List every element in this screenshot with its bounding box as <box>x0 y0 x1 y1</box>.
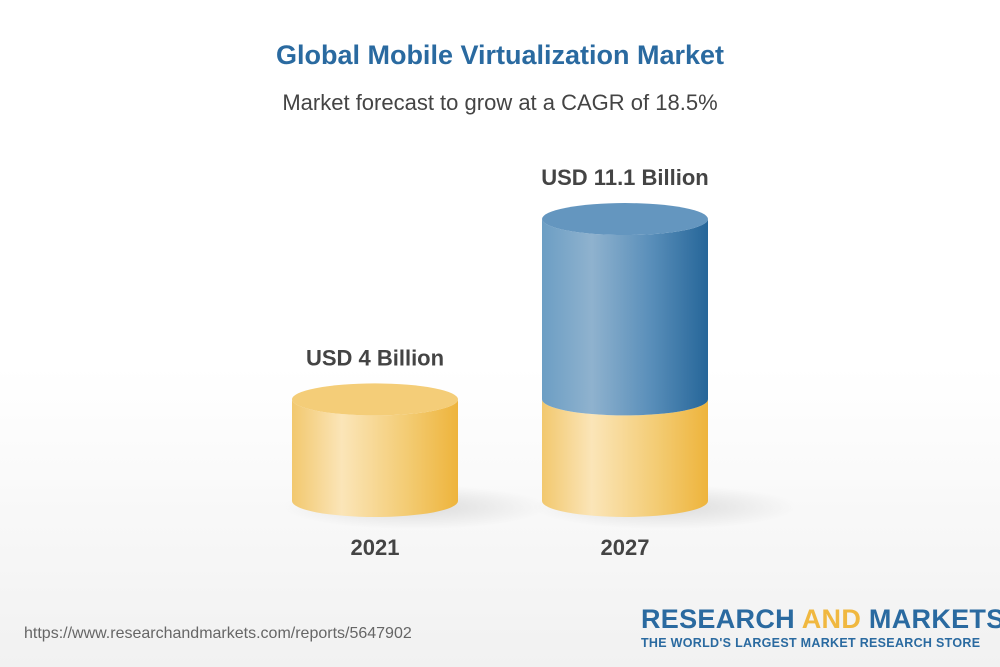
logo-tagline: THE WORLD'S LARGEST MARKET RESEARCH STOR… <box>641 636 981 650</box>
research-and-markets-logo[interactable]: RESEARCH AND MARKETS THE WORLD'S LARGEST… <box>641 604 1000 650</box>
cylinder-2021-base-segment <box>292 399 458 517</box>
cylinder-top <box>542 203 708 236</box>
data-label: USD 4 Billion <box>306 345 444 370</box>
category-label: 2021 <box>351 535 400 560</box>
source-url[interactable]: https://www.researchandmarkets.com/repor… <box>24 625 412 642</box>
category-label: 2027 <box>601 535 650 560</box>
logo-text-research: RESEARCH <box>641 604 802 634</box>
cylinder-2027-base-segment <box>542 399 708 517</box>
cylinder-2027-growth-segment <box>542 219 708 416</box>
cylinder-top <box>292 383 458 416</box>
logo-text-and: AND <box>801 604 862 634</box>
chart-subtitle: Market forecast to grow at a CAGR of 18.… <box>282 90 718 115</box>
logo-text-markets: MARKETS <box>861 604 1000 634</box>
data-label: USD 11.1 Billion <box>541 165 709 190</box>
chart-title: Global Mobile Virtualization Market <box>275 40 725 70</box>
